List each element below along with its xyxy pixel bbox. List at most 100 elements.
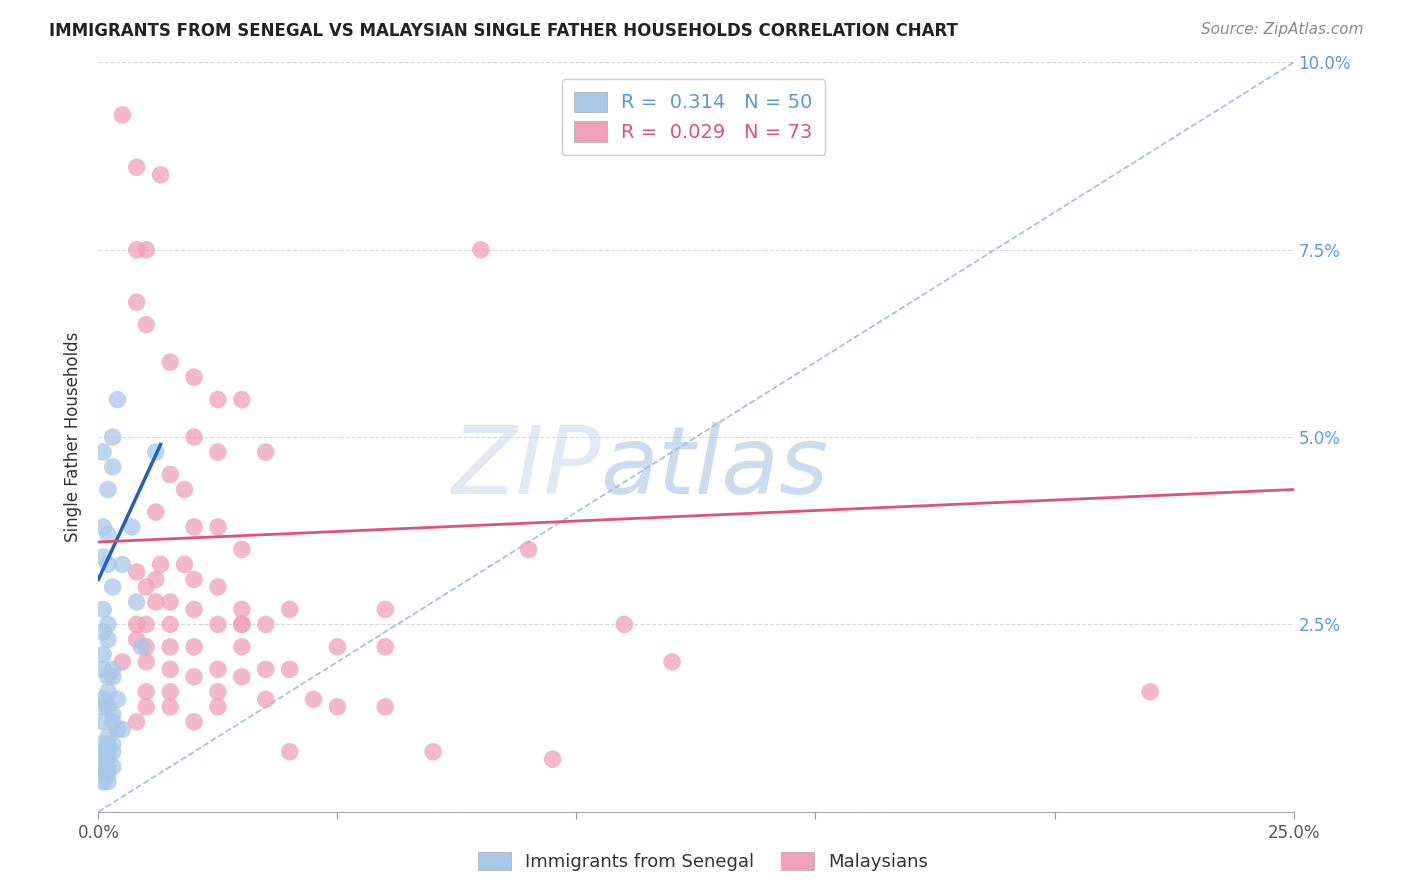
Point: [422, 745, 444, 759]
Point: [159, 699, 181, 714]
Point: [97, 670, 120, 684]
Point: [183, 573, 205, 587]
Point: [91, 774, 114, 789]
Point: [101, 430, 124, 444]
Point: [207, 617, 229, 632]
Point: [159, 685, 181, 699]
Point: [231, 640, 253, 654]
Text: Source: ZipAtlas.com: Source: ZipAtlas.com: [1201, 22, 1364, 37]
Point: [231, 670, 253, 684]
Point: [254, 692, 277, 706]
Point: [183, 670, 205, 684]
Point: [254, 445, 277, 459]
Point: [183, 370, 205, 384]
Point: [91, 602, 114, 616]
Point: [121, 520, 143, 534]
Point: [97, 558, 120, 572]
Point: [207, 445, 229, 459]
Point: [97, 632, 120, 647]
Point: [125, 617, 148, 632]
Point: [183, 714, 205, 729]
Text: ZIP: ZIP: [451, 422, 600, 513]
Point: [125, 714, 148, 729]
Point: [159, 617, 181, 632]
Point: [97, 745, 120, 759]
Point: [1139, 685, 1161, 699]
Point: [302, 692, 325, 706]
Point: [207, 580, 229, 594]
Point: [125, 595, 148, 609]
Point: [183, 640, 205, 654]
Point: [374, 640, 396, 654]
Point: [111, 108, 134, 122]
Point: [278, 602, 301, 616]
Point: [135, 640, 157, 654]
Point: [107, 692, 129, 706]
Point: [374, 699, 396, 714]
Point: [91, 699, 114, 714]
Point: [159, 467, 181, 482]
Legend: R =  0.314   N = 50, R =  0.029   N = 73: R = 0.314 N = 50, R = 0.029 N = 73: [561, 79, 825, 155]
Point: [125, 565, 148, 579]
Point: [135, 318, 157, 332]
Point: [97, 752, 120, 766]
Point: [91, 737, 114, 751]
Point: [254, 662, 277, 676]
Point: [97, 685, 120, 699]
Point: [101, 580, 124, 594]
Point: [374, 602, 396, 616]
Point: [101, 662, 124, 676]
Point: [101, 460, 124, 475]
Point: [470, 243, 492, 257]
Point: [97, 760, 120, 774]
Point: [135, 580, 157, 594]
Point: [183, 602, 205, 616]
Point: [278, 662, 301, 676]
Point: [91, 752, 114, 766]
Text: atlas: atlas: [600, 422, 828, 513]
Point: [101, 714, 124, 729]
Point: [183, 520, 205, 534]
Point: [107, 392, 129, 407]
Point: [207, 520, 229, 534]
Point: [107, 723, 129, 737]
Point: [231, 617, 253, 632]
Point: [135, 685, 157, 699]
Point: [101, 760, 124, 774]
Point: [97, 774, 120, 789]
Point: [125, 243, 148, 257]
Point: [91, 714, 114, 729]
Point: [145, 445, 167, 459]
Point: [207, 699, 229, 714]
Point: [125, 295, 148, 310]
Point: [254, 617, 277, 632]
Point: [149, 168, 172, 182]
Point: [159, 640, 181, 654]
Point: [159, 662, 181, 676]
Point: [661, 655, 683, 669]
Point: [149, 558, 172, 572]
Point: [207, 662, 229, 676]
Point: [111, 655, 134, 669]
Point: [101, 737, 124, 751]
Point: [145, 573, 167, 587]
Point: [125, 161, 148, 175]
Point: [111, 558, 134, 572]
Point: [91, 648, 114, 662]
Point: [517, 542, 540, 557]
Point: [111, 723, 134, 737]
Point: [97, 527, 120, 541]
Y-axis label: Single Father Households: Single Father Households: [65, 332, 83, 542]
Point: [135, 243, 157, 257]
Point: [613, 617, 636, 632]
Point: [159, 595, 181, 609]
Point: [91, 624, 114, 639]
Point: [97, 730, 120, 744]
Point: [97, 483, 120, 497]
Point: [159, 355, 181, 369]
Point: [231, 602, 253, 616]
Point: [145, 595, 167, 609]
Point: [91, 745, 114, 759]
Point: [125, 632, 148, 647]
Point: [135, 617, 157, 632]
